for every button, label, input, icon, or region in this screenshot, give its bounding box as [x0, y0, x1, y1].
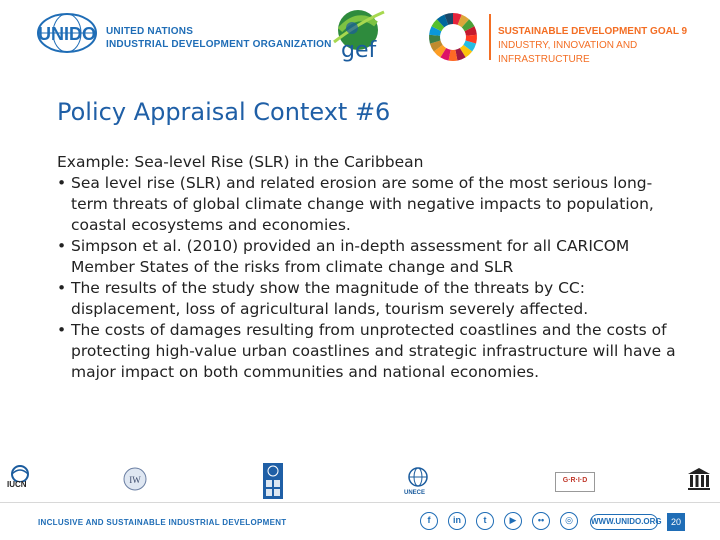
- sdg-wheel-segment: [431, 19, 445, 32]
- sdg-wheel-icon: [429, 13, 477, 61]
- slide-title: Policy Appraisal Context #6: [57, 98, 391, 126]
- bullet-dot: •: [57, 279, 67, 297]
- sdg-wheel-segment: [433, 44, 447, 58]
- bullet-text: Sea level rise (SLR) and related erosion…: [71, 174, 654, 234]
- page-number: 20: [667, 513, 685, 531]
- slide-header: UNIDO UNITED NATIONS INDUSTRIAL DEVELOPM…: [0, 0, 720, 80]
- bullet-text: The results of the study show the magnit…: [71, 279, 589, 318]
- svg-text:IW: IW: [129, 475, 141, 485]
- bullet-item: • The costs of damages resulting from unp…: [57, 320, 687, 383]
- unido-name-line1: UNITED NATIONS: [106, 26, 194, 37]
- slide-content: Example: Sea-level Rise (SLR) in the Car…: [57, 152, 687, 383]
- unido-name: UNITED NATIONS INDUSTRIAL DEVELOPMENT OR…: [106, 25, 332, 51]
- sdg-wheel-segment: [464, 26, 477, 36]
- sdg-wheel-segment: [457, 14, 470, 28]
- unido-logo: UNIDO: [37, 13, 97, 53]
- sdg-goal-text: SUSTAINABLE DEVELOPMENT GOAL 9 INDUSTRY,…: [498, 25, 720, 67]
- iucn-logo: [11, 465, 29, 482]
- iw-learn-logo: IW: [123, 467, 147, 491]
- sdg-wheel-segment: [459, 44, 473, 58]
- bullet-text: The costs of damages resulting from unpr…: [71, 321, 676, 381]
- bullet-dot: •: [57, 321, 67, 339]
- sdg-wheel-segment: [429, 40, 443, 52]
- sdg-wheel-segment: [429, 34, 441, 44]
- facebook-icon[interactable]: f: [420, 512, 438, 530]
- gef-text: gef: [341, 38, 377, 63]
- bullet-text: Simpson et al. (2010) provided an in-dep…: [71, 237, 630, 276]
- instagram-icon[interactable]: ◎: [560, 512, 578, 530]
- sdg-wheel-segment: [455, 48, 466, 61]
- unido-name-line2: INDUSTRIAL DEVELOPMENT ORGANIZATION: [106, 39, 332, 50]
- unece-label: UNECE: [404, 490, 426, 496]
- bullet-list: • Sea level rise (SLR) and related erosio…: [57, 173, 687, 383]
- footer-tagline: INCLUSIVE AND SUSTAINABLE INDUSTRIAL DEV…: [38, 518, 287, 527]
- footer-divider: [0, 502, 720, 503]
- sdg-wheel-segment: [440, 48, 451, 61]
- unesco-logo: [688, 468, 710, 490]
- sdg-divider: [489, 14, 491, 60]
- sdg-wheel-segment: [463, 40, 477, 52]
- sdg-wheel-segment: [429, 26, 442, 36]
- bullet-dot: •: [57, 237, 67, 255]
- undp-logo: [263, 463, 283, 499]
- youtube-icon[interactable]: ▶: [504, 512, 522, 530]
- iucn-label: IUCN: [7, 480, 27, 489]
- bullet-item: • Sea level rise (SLR) and related erosio…: [57, 173, 687, 236]
- bullet-item: • Simpson et al. (2010) provided an in-de…: [57, 236, 687, 278]
- sdg-wheel-segment: [461, 19, 475, 32]
- flickr-icon[interactable]: ••: [532, 512, 550, 530]
- bullet-dot: •: [57, 174, 67, 192]
- twitter-icon[interactable]: t: [476, 512, 494, 530]
- example-heading: Example: Sea-level Rise (SLR) in the Car…: [57, 153, 424, 171]
- unece-logo: [408, 467, 428, 487]
- linkedin-icon[interactable]: in: [448, 512, 466, 530]
- sdg-wheel-segment: [465, 34, 477, 44]
- sdg-wheel-segment: [444, 13, 453, 25]
- sdg-wheel-segment: [448, 49, 458, 61]
- sdg-wheel-segment: [436, 14, 449, 28]
- bullet-item: • The results of the study show the magni…: [57, 278, 687, 320]
- website-link[interactable]: WWW.UNIDO.ORG: [590, 514, 662, 530]
- sdg-wheel-segment: [453, 13, 462, 25]
- unido-logo-text: UNIDO: [38, 24, 96, 44]
- grid-logo: G·R·I·D: [555, 472, 595, 492]
- sdg-subtitle: INDUSTRY, INNOVATION AND INFRASTRUCTURE: [498, 40, 638, 65]
- gef-logo: [333, 10, 385, 50]
- sdg-title: SUSTAINABLE DEVELOPMENT GOAL 9: [498, 26, 688, 37]
